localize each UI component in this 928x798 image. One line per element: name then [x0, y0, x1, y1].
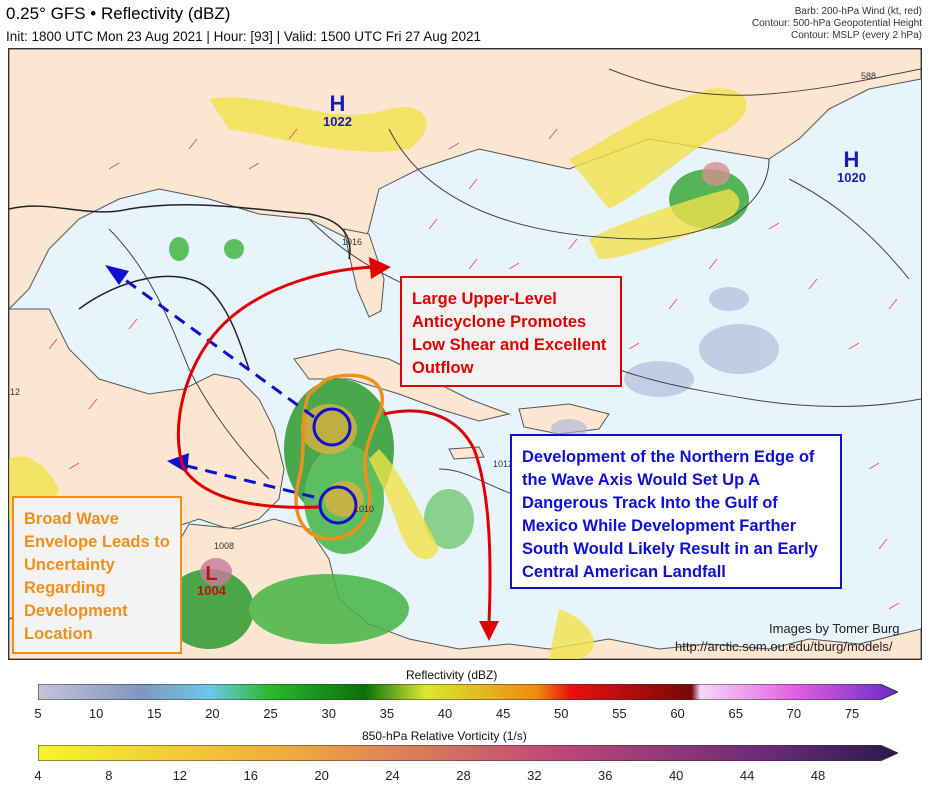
reflectivity-tick-label: 70 [786, 706, 802, 721]
reflectivity-tick-label: 5 [34, 706, 42, 721]
track-arrowhead-north [105, 265, 129, 285]
high-marker: H [843, 147, 860, 172]
reflectivity-tick-label: 55 [612, 706, 627, 721]
reflectivity-tick-label: 15 [147, 706, 162, 721]
envelope-callout: Broad Wave Envelope Leads to Uncertainty… [12, 496, 182, 654]
high-pressure-atlantic: H 1020 [837, 149, 866, 185]
high-marker: H [329, 91, 346, 116]
wave-envelope [294, 373, 385, 541]
track-callout: Development of the Northern Edge of the … [510, 434, 842, 589]
land-florida [343, 228, 385, 318]
reflectivity-tick-label: 40 [437, 706, 453, 721]
contour-label-12: 12 [10, 387, 21, 397]
reflectivity-tick-label: 20 [205, 706, 220, 721]
low-value: 1004 [197, 583, 226, 598]
high-value: 1022 [323, 114, 352, 129]
northern-development-circle [312, 407, 352, 447]
vorticity-tick-label: 28 [456, 768, 471, 783]
contour-label-1012: 1012 [493, 459, 514, 469]
outflow-arrow-east [383, 409, 492, 625]
southern-development-circle [318, 485, 358, 525]
outflow-arrowhead-west [369, 257, 391, 279]
contour-label-1010: 1010 [354, 504, 375, 514]
legend-height: Contour: 500-hPa Geopotential Height [751, 18, 922, 29]
map-subtitle: Init: 1800 UTC Mon 23 Aug 2021 | Hour: [… [6, 29, 482, 44]
legend-mslp: Contour: MSLP (every 2 hPa) [791, 30, 922, 41]
reflectivity-tick-label: 10 [88, 706, 104, 721]
high-value: 1020 [837, 170, 866, 185]
land-jamaica [448, 446, 485, 460]
reflectivity-colorbar [38, 684, 898, 700]
vorticity-tick-label: 36 [598, 768, 613, 783]
reflectivity-tick-label: 45 [495, 706, 511, 721]
vorticity-colorbar-title: 850-hPa Relative Vorticity (1/s) [362, 729, 527, 743]
image-credit: Images by Tomer Burg [769, 621, 900, 636]
reflectivity-tick-label: 50 [554, 706, 569, 721]
high-pressure-gulf-coast: H 1022 [323, 93, 352, 129]
contour-label-1016: 1016 [342, 237, 363, 247]
contour-label-588: 588 [861, 71, 877, 81]
outflow-arrowhead-east [479, 621, 499, 641]
vorticity-tick-label: 32 [527, 768, 542, 783]
contour-label-1008: 1008 [214, 541, 235, 551]
vorticity-tick-label: 8 [105, 768, 113, 783]
vorticity-tick-label: 4 [34, 768, 42, 783]
vorticity-tick-label: 12 [172, 768, 188, 783]
vorticity-colorbar [38, 745, 898, 761]
reflectivity-tick-label: 30 [321, 706, 336, 721]
vorticity-tick-label: 40 [668, 768, 684, 783]
reflectivity-tick-label: 25 [263, 706, 278, 721]
low-pressure-pacific: L 1004 [197, 564, 226, 598]
vorticity-tick-label: 16 [243, 768, 258, 783]
low-marker: L [205, 563, 218, 585]
reflectivity-colorbar-title: Reflectivity (dBZ) [406, 668, 498, 682]
reflectivity-tick-label: 75 [844, 706, 860, 721]
map-title: 0.25° GFS • Reflectivity (dBZ) [6, 4, 231, 23]
map-canvas [9, 49, 921, 659]
image-url: http://arctic.som.ou.edu/tburg/models/ [675, 639, 893, 654]
reflectivity-tick-label: 35 [379, 706, 395, 721]
legend-barb: Barb: 200-hPa Wind (kt, red) [794, 6, 922, 17]
stratiform-field [551, 287, 779, 439]
vorticity-tick-label: 44 [739, 768, 755, 783]
vorticity-tick-label: 24 [385, 768, 400, 783]
outflow-arrow-west [176, 265, 375, 509]
vorticity-tick-label: 48 [810, 768, 826, 783]
reflectivity-tick-label: 65 [728, 706, 743, 721]
field-legend: Barb: 200-hPa Wind (kt, red) Contour: 50… [752, 6, 922, 42]
reflectivity-tick-label: 60 [670, 706, 685, 721]
anticyclone-callout: Large Upper-Level Anticyclone Promotes L… [400, 276, 622, 387]
vorticity-tick-label: 20 [314, 768, 329, 783]
coastlines [9, 203, 351, 370]
land-north-america [9, 49, 921, 310]
land-hispaniola [518, 403, 610, 435]
track-arrows [116, 272, 315, 499]
